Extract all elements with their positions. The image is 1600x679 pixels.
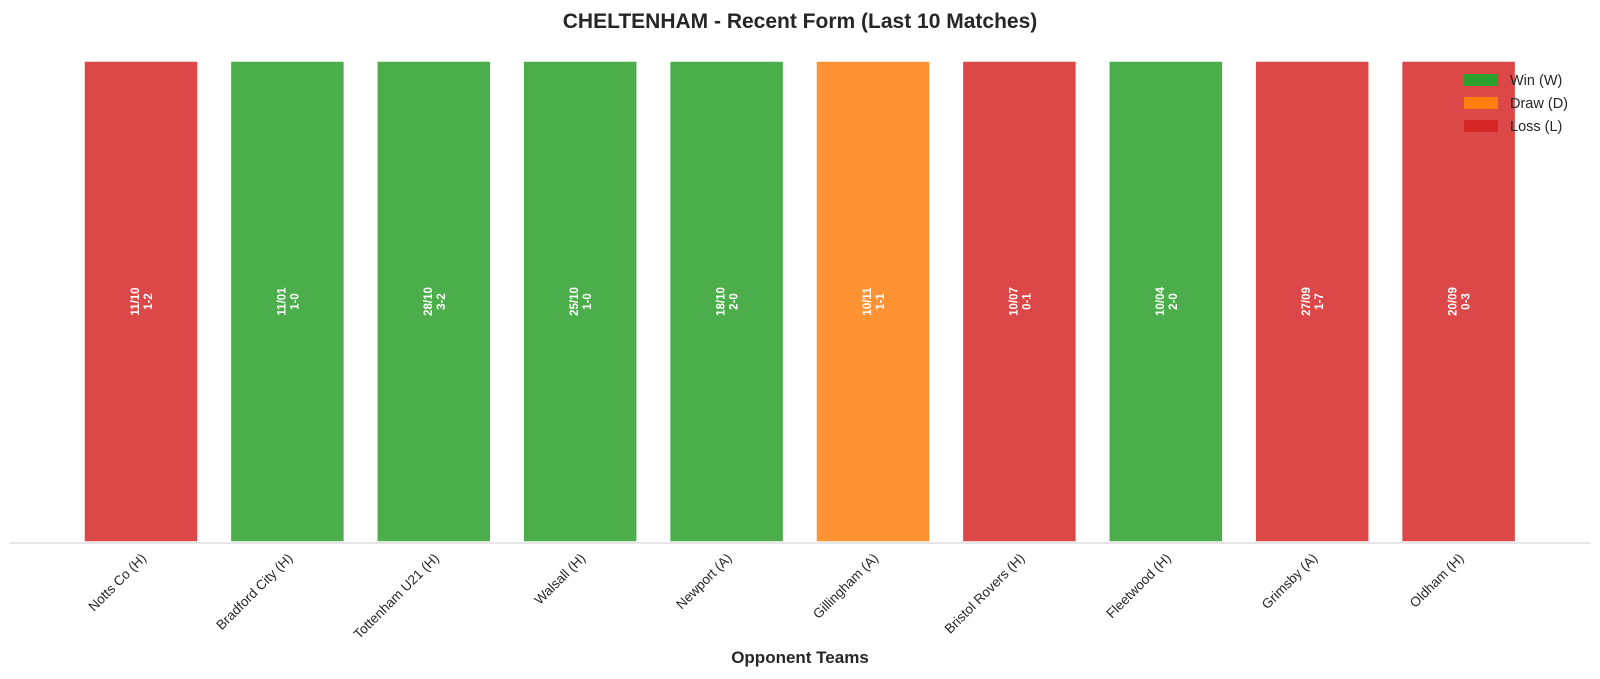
bar-grimsby-a — [1254, 60, 1370, 543]
bar-data-label: 11/011-0 — [276, 287, 301, 316]
x-tick-label: Walsall (H) — [531, 551, 588, 608]
match-score: 3-2 — [436, 293, 448, 310]
match-date: 10/04 — [1155, 287, 1167, 316]
bars-group: 11/101-2 11/011-0 28/103-2 25/101-0 18/102-0… — [83, 60, 1517, 543]
match-date: 11/10 — [130, 287, 142, 315]
match-date: 11/01 — [276, 287, 288, 316]
x-axis-label: Opponent Teams — [731, 648, 869, 667]
match-date: 18/10 — [716, 287, 728, 316]
match-date: 10/07 — [1008, 287, 1020, 316]
bar-data-label: 28/103-2 — [423, 287, 448, 316]
bar-data-label: 27/091-7 — [1301, 287, 1326, 316]
chart-title: CHELTENHAM - Recent Form (Last 10 Matche… — [563, 10, 1038, 33]
x-tick-label: Oldham (H) — [1407, 551, 1467, 611]
bar-walsall-h — [522, 60, 638, 543]
match-score: 1-2 — [143, 293, 155, 310]
x-tick-label: Tottenham U21 (H) — [351, 551, 442, 642]
match-score: 0-3 — [1461, 293, 1473, 310]
x-tick-label: Bradford City (H) — [213, 551, 295, 633]
match-score: 1-7 — [1314, 293, 1326, 310]
bar-notts-co-h — [83, 60, 199, 543]
legend-swatch-l — [1464, 120, 1498, 132]
legend-label-l: Loss (L) — [1510, 119, 1562, 135]
bar-data-label: 10/111-1 — [862, 287, 887, 316]
match-date: 20/09 — [1448, 287, 1460, 316]
match-score: 2-0 — [729, 293, 741, 310]
bar-data-label: 25/101-0 — [569, 287, 594, 316]
x-tick-label: Newport (A) — [673, 551, 735, 613]
match-date: 28/10 — [423, 287, 435, 316]
x-tick-label: Grimsby (A) — [1259, 551, 1321, 613]
legend-swatch-d — [1464, 97, 1498, 109]
bar-gillingham-a — [815, 60, 931, 543]
match-score: 0-1 — [1021, 293, 1033, 310]
match-score: 1-0 — [582, 293, 594, 310]
bar-data-label: 18/102-0 — [716, 287, 741, 316]
legend-label-d: Draw (D) — [1510, 96, 1568, 112]
bar-bristol-rovers-h — [961, 60, 1078, 543]
x-tick-labels: Notts Co (H) Bradford City (H) Tottenham U… — [85, 551, 1466, 642]
bar-tottenham-u21-h — [376, 60, 492, 543]
bar-oldham-h — [1400, 60, 1517, 543]
x-tick-label: Bristol Rovers (H) — [942, 551, 1028, 637]
bar-data-label: 10/042-0 — [1155, 287, 1180, 316]
bar-data-label: 20/090-3 — [1448, 287, 1473, 316]
match-date: 10/11 — [862, 287, 874, 316]
legend-label-w: Win (W) — [1510, 73, 1562, 89]
bar-bradford-city-h — [229, 60, 346, 543]
bar-data-label: 10/070-1 — [1008, 287, 1033, 316]
match-score: 2-0 — [1168, 293, 1180, 310]
bar-fleetwood-h — [1108, 60, 1224, 543]
match-score: 1-0 — [289, 293, 301, 310]
bar-newport-a — [668, 60, 785, 543]
x-tick-label: Fleetwood (H) — [1103, 551, 1174, 622]
x-tick-label: Notts Co (H) — [85, 551, 149, 615]
match-date: 25/10 — [569, 287, 581, 316]
match-score: 1-1 — [875, 293, 887, 310]
legend-swatch-w — [1464, 74, 1498, 86]
x-tick-label: Gillingham (A) — [810, 551, 881, 622]
legend: Win (W) Draw (D) Loss (L) — [1464, 73, 1568, 135]
bar-data-label: 11/101-2 — [130, 287, 155, 315]
match-date: 27/09 — [1301, 287, 1313, 316]
